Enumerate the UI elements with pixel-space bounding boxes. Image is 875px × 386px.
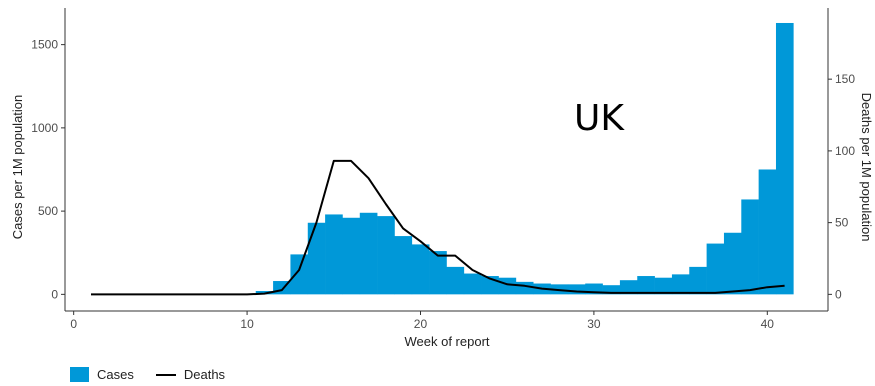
y-right-tick-label: 50: [835, 216, 849, 230]
cases-bars: [255, 22, 794, 295]
legend-label-cases: Cases: [97, 367, 134, 382]
x-axis-title: Week of report: [404, 334, 489, 349]
cases-bar: [706, 243, 725, 295]
cases-bar: [619, 280, 638, 295]
cases-bar: [515, 281, 534, 295]
axes: 0 10 20 30 40 0 500 1000 1500 0 50 100 150: [31, 8, 855, 331]
y-axis-right-title: Deaths per 1M population: [859, 93, 874, 242]
chart-annotation: UK: [574, 98, 625, 139]
x-tick-label: 40: [761, 317, 775, 331]
cases-bar: [290, 254, 309, 295]
y-left-tick-label: 0: [51, 287, 58, 301]
cases-bar: [359, 212, 378, 295]
cases-bar: [394, 236, 413, 295]
cases-bar: [498, 277, 517, 295]
cases-bar: [602, 285, 621, 295]
cases-bar: [654, 277, 673, 295]
x-tick-label: 0: [70, 317, 77, 331]
x-tick-label: 30: [587, 317, 601, 331]
deaths-line-layer: [91, 159, 785, 296]
cases-swatch: [70, 367, 89, 382]
cases-bar: [567, 284, 586, 295]
cases-bar: [723, 232, 742, 295]
cases-bar: [325, 214, 343, 295]
cases-bar: [671, 274, 690, 295]
x-tick-label: 20: [414, 317, 428, 331]
legend-item-deaths: Deaths: [155, 367, 226, 382]
legend: Cases Deaths: [70, 367, 247, 382]
legend-item-cases: Cases: [70, 367, 134, 382]
legend-label-deaths: Deaths: [183, 367, 226, 382]
deaths-swatch: [155, 373, 176, 376]
cases-bar: [411, 244, 430, 295]
cases-bar: [758, 169, 777, 295]
cases-bar: [446, 266, 465, 295]
y-right-tick-label: 0: [835, 287, 842, 301]
cases-bar: [377, 216, 395, 295]
cases-bar: [429, 251, 447, 295]
cases-bar: [689, 266, 707, 295]
y-right-tick-label: 150: [835, 72, 855, 86]
y-left-tick-label: 500: [38, 204, 58, 218]
cases-bar: [342, 217, 361, 295]
cases-bar: [585, 283, 603, 295]
cases-bar: [463, 273, 482, 295]
x-tick-label: 10: [240, 317, 254, 331]
cases-bar: [741, 199, 759, 295]
y-axis-left-title: Cases per 1M population: [10, 95, 25, 240]
y-right-tick-label: 100: [835, 144, 855, 158]
y-left-tick-label: 1500: [31, 38, 58, 52]
cases-bar: [307, 222, 326, 295]
deaths-line: [91, 159, 785, 296]
y-left-tick-label: 1000: [31, 121, 58, 135]
cases-bar: [775, 22, 794, 295]
cases-bar: [637, 276, 655, 295]
